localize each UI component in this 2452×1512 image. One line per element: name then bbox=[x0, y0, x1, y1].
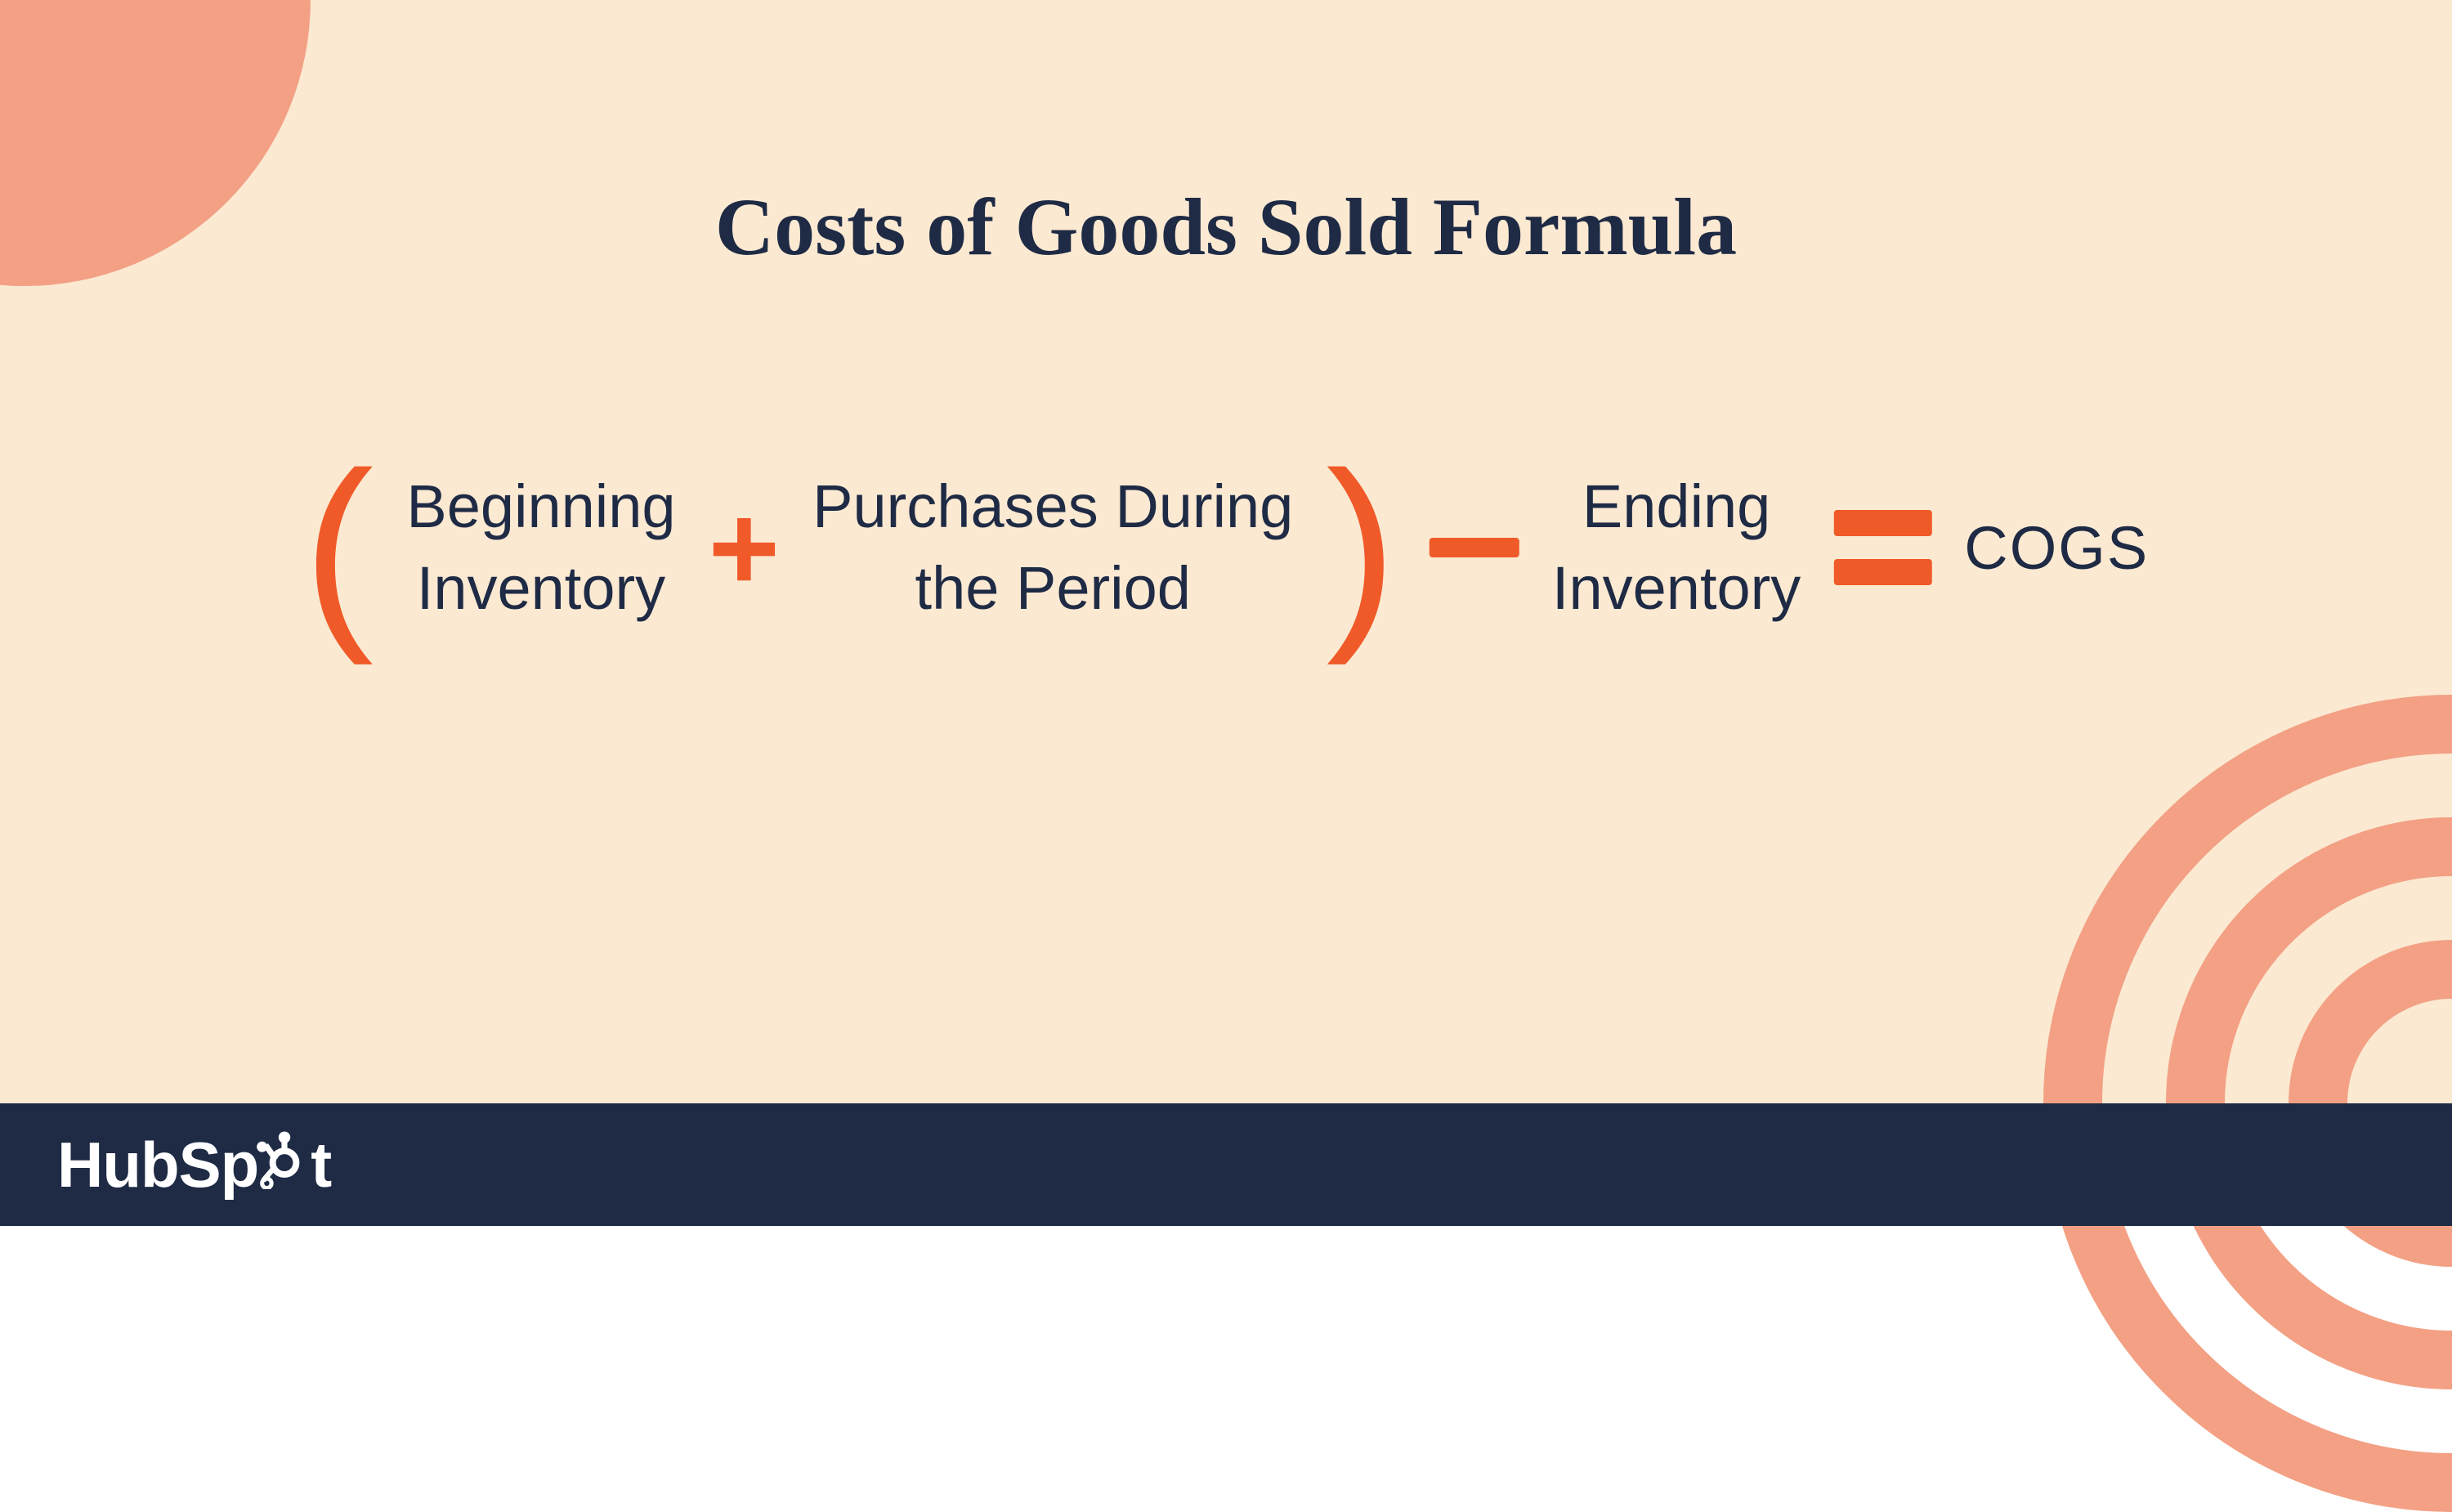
plus-operator: + bbox=[709, 486, 781, 609]
infographic-title: Costs of Goods Sold Formula bbox=[715, 180, 1737, 274]
minus-operator bbox=[1430, 538, 1519, 557]
equals-operator bbox=[1833, 510, 1931, 585]
infographic-canvas: Costs of Goods Sold Formula ( Beginning … bbox=[0, 0, 2452, 1226]
open-paren: ( bbox=[303, 441, 374, 654]
corner-circle-decoration bbox=[0, 0, 311, 286]
formula-row: ( Beginning Inventory + Purchases During… bbox=[303, 441, 2149, 654]
term-ending-inventory: Ending Inventory bbox=[1552, 466, 1801, 629]
term-purchases: Purchases During the Period bbox=[812, 466, 1293, 629]
term-beginning-inventory: Beginning Inventory bbox=[406, 466, 675, 629]
sprocket-icon bbox=[255, 1130, 314, 1189]
formula-result: COGS bbox=[1964, 513, 2149, 583]
close-paren: ) bbox=[1326, 441, 1397, 654]
logo-text-pre: HubSp bbox=[57, 1128, 258, 1202]
footer-bar: HubSp t bbox=[0, 1103, 2452, 1226]
hubspot-logo: HubSp t bbox=[57, 1128, 331, 1202]
